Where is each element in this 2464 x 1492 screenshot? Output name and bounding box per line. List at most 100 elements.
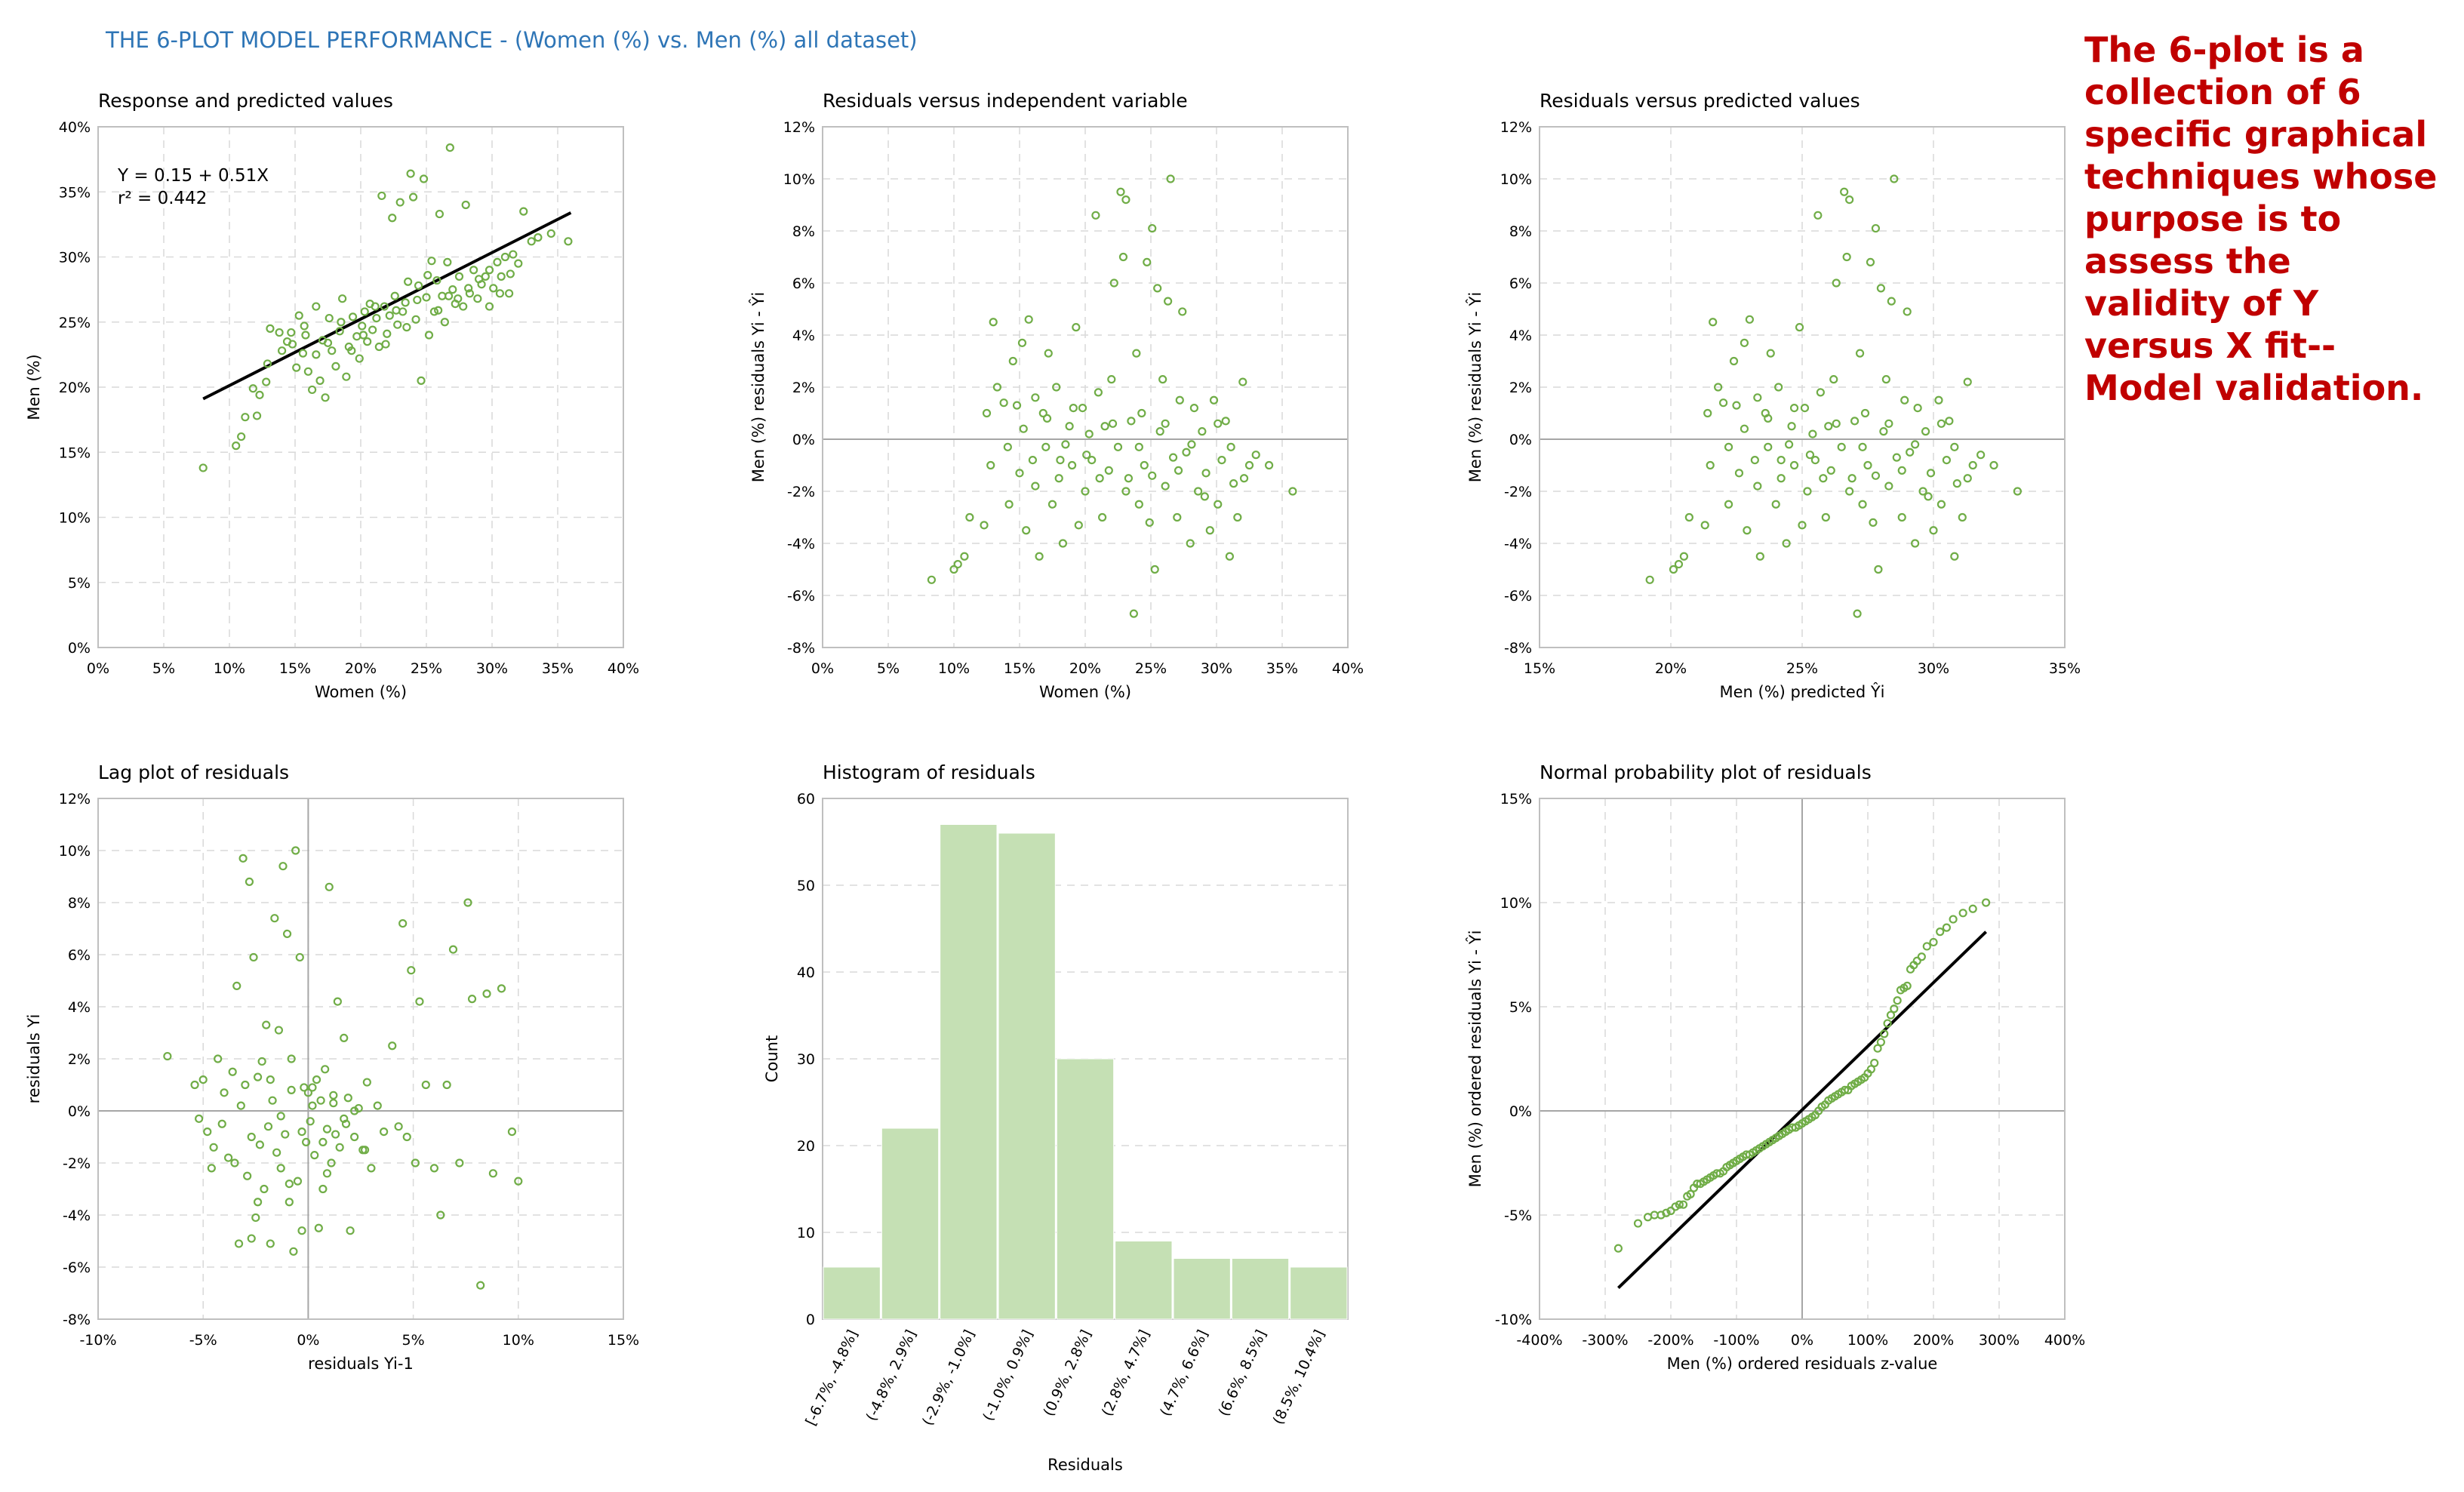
data-point <box>247 1132 256 1142</box>
data-point <box>1798 521 1807 530</box>
x-tick-label: 15% <box>608 1332 639 1349</box>
y-tick-label: -6% <box>1504 588 1532 604</box>
data-point <box>1054 474 1063 483</box>
data-point <box>292 363 301 372</box>
data-point <box>1785 440 1794 449</box>
data-point <box>448 945 458 954</box>
y-axis-label: Men (%) residuals Yi - Ŷi <box>749 292 768 482</box>
data-point <box>1934 395 1943 405</box>
data-point <box>1829 375 1838 384</box>
data-point <box>1178 307 1187 316</box>
data-point <box>372 313 381 323</box>
data-point <box>1989 460 1998 470</box>
y-tick-label: -5% <box>1504 1207 1532 1224</box>
data-point <box>163 1051 172 1061</box>
data-point <box>1821 512 1830 522</box>
data-point <box>402 1132 411 1142</box>
data-point <box>1886 1011 1896 1020</box>
y-tick-label: 60 <box>797 791 815 808</box>
data-point <box>274 1026 284 1035</box>
data-point <box>1095 474 1104 483</box>
chart-p2: Residuals versus independent variable -8%… <box>749 90 1364 701</box>
y-tick-label: 0% <box>68 640 91 657</box>
data-point <box>289 1247 298 1256</box>
data-point <box>1949 915 1958 924</box>
y-tick-label: 10% <box>59 843 91 860</box>
data-point <box>1866 1065 1875 1074</box>
y-tick-label: 0% <box>68 1103 91 1120</box>
chart-p6: Normal probability plot of residuals -10%… <box>1466 761 2085 1373</box>
data-point <box>402 323 411 332</box>
data-point <box>965 512 974 522</box>
data-point <box>1858 442 1867 451</box>
data-point <box>234 1239 244 1248</box>
data-point <box>982 408 992 418</box>
data-point <box>1776 474 1786 483</box>
data-point <box>1897 466 1906 475</box>
y-tick-label: 12% <box>783 119 815 136</box>
data-point <box>1881 375 1890 384</box>
data-point <box>275 328 284 337</box>
data-point <box>489 284 498 293</box>
data-point <box>422 293 431 302</box>
data-point <box>236 1101 245 1110</box>
data-point <box>1052 383 1061 392</box>
bin-label: (4.7%, 6.6%] <box>1157 1327 1211 1419</box>
data-point <box>287 1054 296 1063</box>
data-point <box>331 1130 340 1139</box>
data-point <box>1072 323 1081 332</box>
data-point <box>1100 422 1109 431</box>
x-tick-label: 10% <box>214 660 245 677</box>
data-point <box>497 272 506 281</box>
data-point <box>1819 474 1828 483</box>
data-point <box>1061 440 1070 449</box>
y-axis-label: residuals Yi <box>25 1014 43 1104</box>
chart-title: Residuals versus independent variable <box>823 90 1188 112</box>
y-tick-label: 2% <box>792 380 815 396</box>
data-point <box>1214 419 1223 428</box>
data-point <box>459 302 468 311</box>
y-tick-label: 6% <box>68 947 91 964</box>
data-point <box>1890 1004 1899 1014</box>
x-tick-label: 25% <box>1135 660 1167 677</box>
x-tick-label: -100% <box>1713 1332 1759 1349</box>
chart-p4: Lag plot of residuals -8% -6% -4% -2% 0% 2% 4% 6… <box>25 761 639 1373</box>
data-point <box>358 331 368 340</box>
x-tick-label: -10% <box>79 1332 116 1349</box>
y-tick-label: 8% <box>68 895 91 912</box>
data-point <box>383 329 392 338</box>
histogram-bar <box>1056 1058 1115 1320</box>
data-point <box>488 1169 497 1178</box>
histogram-bar <box>881 1127 940 1320</box>
data-point <box>1803 487 1812 496</box>
data-point <box>429 1164 439 1173</box>
data-point <box>1251 451 1260 460</box>
data-point <box>255 390 264 399</box>
data-point <box>1982 898 1991 907</box>
data-point <box>1869 518 1878 528</box>
data-point <box>1669 564 1678 574</box>
data-point <box>1121 195 1130 205</box>
data-point <box>308 1083 317 1092</box>
data-point <box>461 200 470 210</box>
x-tick-label: 35% <box>1266 660 1298 677</box>
data-point <box>1842 252 1851 262</box>
data-point <box>388 1041 397 1051</box>
data-point <box>1900 395 1909 405</box>
data-point <box>1686 1189 1695 1199</box>
x-tick-label: 10% <box>938 660 970 677</box>
data-point <box>427 257 436 266</box>
x-axis-label: Men (%) predicted Ŷi <box>1720 682 1885 701</box>
chart-title: Lag plot of residuals <box>98 761 289 783</box>
data-point <box>328 346 337 355</box>
data-point <box>285 1198 294 1207</box>
data-point <box>1082 451 1091 460</box>
data-point <box>1666 1206 1675 1216</box>
data-point <box>1189 403 1199 413</box>
data-point <box>953 559 962 569</box>
data-point <box>263 1122 273 1131</box>
y-tick-label: -8% <box>1504 640 1532 657</box>
data-point <box>1853 609 1862 618</box>
data-point <box>1740 338 1749 347</box>
data-point <box>398 307 408 316</box>
